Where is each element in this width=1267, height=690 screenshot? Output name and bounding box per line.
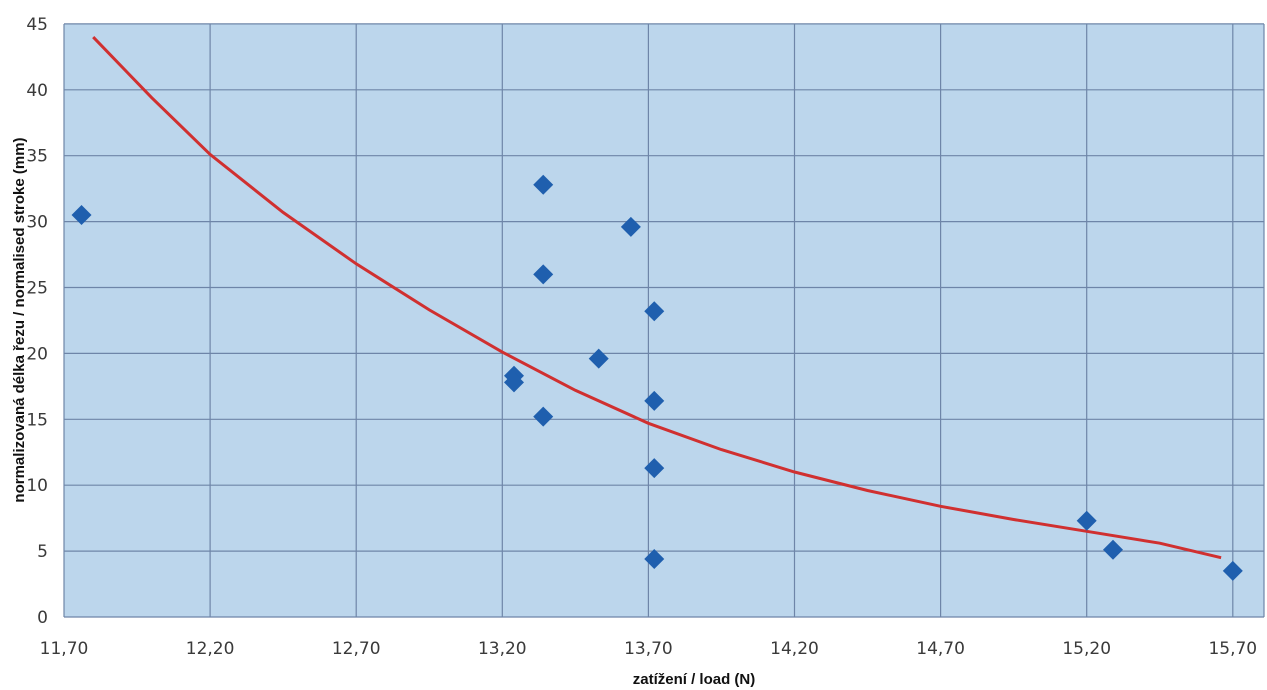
y-tick-label: 40 bbox=[26, 81, 48, 101]
x-tick-label: 12,20 bbox=[186, 639, 235, 659]
y-tick-label: 20 bbox=[26, 344, 48, 364]
x-tick-label: 13,70 bbox=[624, 639, 673, 659]
x-axis-title: zatížení / load (N) bbox=[633, 671, 756, 688]
data-point bbox=[588, 348, 609, 369]
y-tick-label: 10 bbox=[26, 476, 48, 496]
y-tick-label: 5 bbox=[37, 542, 48, 562]
x-tick-label: 13,20 bbox=[478, 639, 527, 659]
y-tick-label: 45 bbox=[26, 15, 48, 35]
data-point bbox=[503, 372, 524, 393]
trendline bbox=[92, 36, 1222, 560]
y-tick-label: 35 bbox=[26, 147, 48, 167]
x-tick-label: 14,70 bbox=[916, 639, 965, 659]
data-point bbox=[1102, 539, 1123, 560]
data-point bbox=[644, 458, 665, 479]
y-tick-labels: 0 5 10 15 20 25 30 35 40 45 bbox=[26, 15, 48, 628]
data-point bbox=[620, 216, 641, 237]
data-point bbox=[1222, 560, 1243, 581]
gridlines bbox=[63, 23, 1265, 618]
data-point bbox=[533, 406, 554, 427]
data-point bbox=[533, 174, 554, 195]
x-tick-label: 14,20 bbox=[770, 639, 819, 659]
x-tick-label: 15,70 bbox=[1208, 639, 1257, 659]
plot-area bbox=[64, 24, 1264, 617]
y-tick-label: 15 bbox=[26, 410, 48, 430]
x-tick-label: 15,20 bbox=[1062, 639, 1111, 659]
data-point bbox=[644, 301, 665, 322]
data-points bbox=[71, 174, 1243, 581]
x-tick-label: 12,70 bbox=[332, 639, 381, 659]
data-point bbox=[533, 264, 554, 285]
data-point bbox=[71, 205, 92, 226]
x-tick-label: 11,70 bbox=[40, 639, 89, 659]
data-point bbox=[1076, 510, 1097, 531]
y-tick-label: 0 bbox=[37, 608, 48, 628]
y-tick-label: 25 bbox=[26, 279, 48, 299]
y-tick-label: 30 bbox=[26, 213, 48, 233]
y-axis-title: normalizovaná délka řezu / normalised st… bbox=[11, 137, 28, 502]
x-tick-labels: 11,70 12,20 12,70 13,20 13,70 14,20 14,70 15,20… bbox=[40, 639, 1257, 659]
data-point bbox=[644, 390, 665, 411]
data-point bbox=[644, 549, 665, 570]
